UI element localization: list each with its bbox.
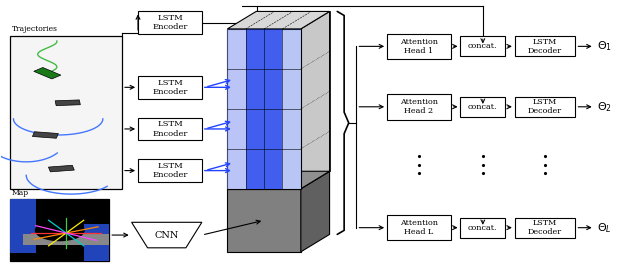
Polygon shape (282, 29, 301, 189)
Text: LSTM
Decoder: LSTM Decoder (528, 98, 562, 115)
Text: LSTM
Encoder: LSTM Encoder (152, 14, 188, 31)
FancyBboxPatch shape (515, 97, 575, 117)
Polygon shape (301, 11, 330, 189)
Polygon shape (33, 132, 58, 138)
Polygon shape (256, 11, 330, 171)
Text: LSTM
Decoder: LSTM Decoder (528, 219, 562, 236)
Polygon shape (264, 29, 282, 189)
Text: concat.: concat. (468, 103, 497, 111)
Text: concat.: concat. (468, 42, 497, 50)
Polygon shape (10, 200, 36, 253)
FancyBboxPatch shape (461, 218, 505, 238)
Text: $\Theta_{2}$: $\Theta_{2}$ (596, 100, 612, 114)
FancyBboxPatch shape (515, 218, 575, 238)
FancyBboxPatch shape (387, 94, 451, 120)
Polygon shape (227, 189, 301, 252)
Text: LSTM
Decoder: LSTM Decoder (528, 38, 562, 55)
Polygon shape (49, 165, 74, 172)
Polygon shape (301, 171, 330, 252)
Text: LSTM
Encoder: LSTM Encoder (152, 120, 188, 137)
Text: $\Theta_{L}$: $\Theta_{L}$ (596, 221, 611, 235)
Text: CNN: CNN (154, 231, 179, 239)
Text: Attention
Head 2: Attention Head 2 (400, 98, 438, 115)
FancyBboxPatch shape (387, 215, 451, 240)
Text: Attention
Head 1: Attention Head 1 (400, 38, 438, 55)
FancyBboxPatch shape (10, 36, 122, 189)
FancyBboxPatch shape (138, 117, 202, 140)
Polygon shape (132, 222, 202, 248)
Polygon shape (23, 234, 109, 245)
Text: $\Theta_{1}$: $\Theta_{1}$ (596, 39, 612, 53)
FancyBboxPatch shape (461, 36, 505, 56)
FancyBboxPatch shape (138, 159, 202, 182)
Polygon shape (84, 224, 109, 261)
FancyBboxPatch shape (387, 33, 451, 59)
Polygon shape (55, 100, 81, 106)
FancyBboxPatch shape (10, 200, 109, 261)
FancyBboxPatch shape (138, 11, 202, 34)
Circle shape (35, 220, 84, 241)
Text: Map: Map (12, 189, 29, 197)
Text: LSTM
Encoder: LSTM Encoder (152, 79, 188, 96)
Polygon shape (227, 171, 330, 189)
Polygon shape (246, 29, 264, 189)
Text: concat.: concat. (468, 224, 497, 232)
Polygon shape (227, 29, 246, 189)
Text: Attention
Head L: Attention Head L (400, 219, 438, 236)
Text: Trajectories: Trajectories (12, 25, 58, 33)
FancyBboxPatch shape (461, 97, 505, 117)
Polygon shape (227, 29, 301, 189)
FancyBboxPatch shape (515, 36, 575, 56)
Polygon shape (227, 11, 330, 29)
Polygon shape (34, 68, 61, 79)
FancyBboxPatch shape (138, 76, 202, 99)
Text: LSTM
Encoder: LSTM Encoder (152, 162, 188, 179)
